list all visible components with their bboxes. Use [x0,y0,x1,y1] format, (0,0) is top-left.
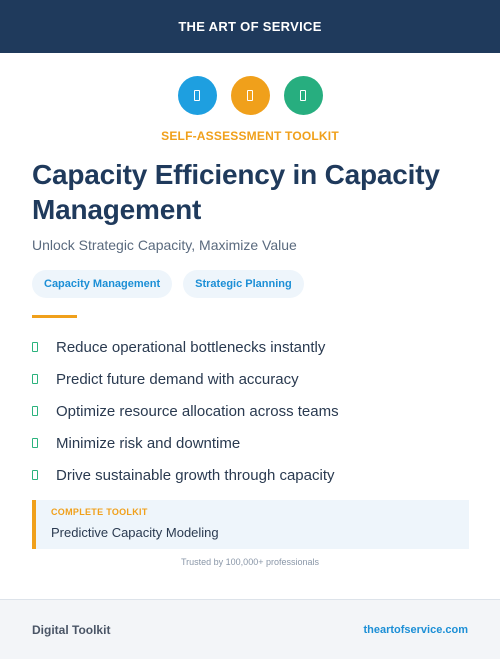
page-subtitle: Unlock Strategic Capacity, Maximize Valu… [32,237,297,253]
tag-strategic-planning[interactable]: Strategic Planning [183,270,304,298]
benefit-text: Reduce operational bottlenecks instantly [56,338,326,356]
benefit-item: Optimize resource allocation across team… [32,395,339,427]
check-icon [32,342,38,352]
tag-capacity-management[interactable]: Capacity Management [32,270,173,298]
rectangle-icon [194,90,200,101]
kicker-label: SELF-ASSESSMENT TOOLKIT [161,129,339,143]
orange-badge [230,76,270,115]
toolkit-callout: COMPLETE TOOLKIT Predictive Capacity Mod… [32,500,469,549]
benefit-item: Reduce operational bottlenecks instantly [32,331,339,363]
brand-title: THE ART OF SERVICE [178,19,322,34]
callout-text: Predictive Capacity Modeling [51,525,219,540]
website-link[interactable]: theartofservice.com [363,623,468,636]
benefit-text: Optimize resource allocation across team… [56,402,339,420]
header-bar: THE ART OF SERVICE [0,0,500,53]
icon-row [0,76,500,115]
check-icon [32,438,38,448]
trust-note: Trusted by 100,000+ professionals [180,557,319,567]
footer-label: Digital Toolkit [32,622,111,637]
rectangle-icon [300,90,306,101]
benefit-text: Drive sustainable growth through capacit… [56,466,335,484]
footer-bar: Digital Toolkit theartofservice.com [0,599,500,659]
check-icon [32,374,38,384]
blue-badge [177,76,217,115]
benefit-list: Reduce operational bottlenecks instantly… [32,331,339,491]
callout-label: COMPLETE TOOLKIT [51,507,148,517]
check-icon [32,406,38,416]
green-badge [283,76,323,115]
rectangle-icon [247,90,253,101]
tag-list: Capacity Management Strategic Planning [32,270,304,298]
benefit-text: Predict future demand with accuracy [56,370,299,388]
benefit-item: Minimize risk and downtime [32,427,339,459]
check-icon [32,470,38,480]
accent-divider [32,315,77,318]
benefit-text: Minimize risk and downtime [56,434,241,452]
benefit-item: Predict future demand with accuracy [32,363,339,395]
benefit-item: Drive sustainable growth through capacit… [32,459,339,491]
page-title: Capacity Efficiency in Capacity Manageme… [32,159,440,225]
